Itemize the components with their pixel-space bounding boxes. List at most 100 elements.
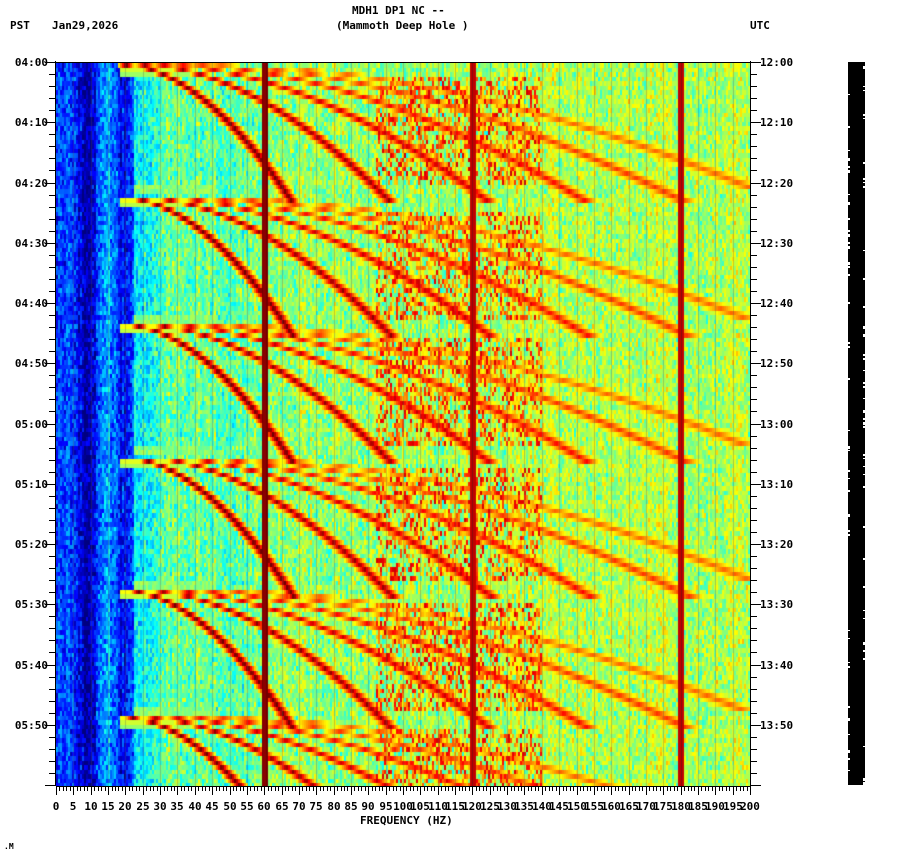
frequency-tick [604,786,605,791]
sidebar-notch [848,378,850,380]
frequency-tick [538,786,539,791]
frequency-tick [271,786,272,791]
frequency-tick [299,786,300,795]
right-tick [751,146,757,147]
frequency-tick [236,786,237,791]
right-tick [751,460,757,461]
right-tick [751,448,757,449]
right-tick [751,484,761,485]
frequency-tick [705,786,706,791]
frequency-tick [750,786,751,795]
sidebar-notch [863,746,865,747]
frequency-label: 30 [153,800,167,813]
frequency-tick [146,786,147,791]
left-timezone-label: PST [10,19,30,32]
left-tick [49,689,55,690]
frequency-tick [726,786,727,791]
right-tick [751,74,757,75]
frequency-tick [230,786,231,795]
sidebar-notch [848,150,850,151]
right-tick [751,327,757,328]
frequency-tick [701,786,702,791]
right-tick [751,785,761,786]
right-tick [751,207,757,208]
left-tick [49,134,55,135]
frequency-tick [233,786,234,791]
frequency-tick [563,786,564,791]
frequency-tick [479,786,480,791]
frequency-label: 55 [240,800,254,813]
right-tick [751,255,757,256]
frequency-tick [250,786,251,791]
frequency-tick [733,786,734,795]
frequency-label: 20 [118,800,132,813]
frequency-tick [341,786,342,791]
frequency-tick [594,786,595,795]
sidebar-notch [863,782,865,785]
frequency-tick [84,786,85,791]
frequency-tick [625,786,626,791]
frequency-tick [486,786,487,791]
frequency-tick [521,786,522,791]
frequency-tick [660,786,661,791]
frequency-tick [476,786,477,791]
frequency-tick [167,786,168,791]
right-tick [751,411,757,412]
spectrogram-plot[interactable] [56,62,750,787]
sidebar-notch [848,514,850,517]
right-timezone-label: UTC [750,19,770,32]
frequency-tick [580,786,581,791]
frequency-tick [618,786,619,791]
sidebar-notch [863,182,865,183]
sidebar-notch [848,346,850,348]
frequency-label: 170 [636,800,656,813]
right-tick [751,399,757,400]
frequency-tick [247,786,248,795]
left-time-label: 05:50 [14,719,48,732]
left-tick [49,520,55,521]
frequency-tick [688,786,689,791]
frequency-tick [268,786,269,791]
right-time-label: 13:10 [760,478,794,491]
frequency-tick [257,786,258,791]
left-time-label: 05:40 [14,659,48,672]
sidebar-notch [848,342,850,344]
sidebar-notch [848,446,850,449]
left-tick [49,460,55,461]
frequency-tick [531,786,532,791]
left-tick [49,158,55,159]
frequency-tick [261,786,262,791]
left-time-label: 04:20 [14,177,48,190]
left-tick [49,195,55,196]
frequency-label: 200 [740,800,760,813]
frequency-label: 40 [188,800,202,813]
sidebar-notch [863,278,865,280]
right-tick [751,351,757,352]
frequency-tick [295,786,296,791]
frequency-tick [583,786,584,791]
right-tick [751,472,757,473]
right-tick [751,134,757,135]
left-tick [49,291,55,292]
right-tick [751,436,757,437]
right-tick [751,98,757,99]
left-tick [49,375,55,376]
sidebar-notch [863,250,865,251]
right-tick [751,725,761,726]
frequency-label: 75 [309,800,323,813]
date-label: Jan29,2026 [52,19,119,32]
frequency-label: 0 [52,800,60,813]
right-time-label: 13:00 [760,418,794,431]
frequency-tick [327,786,328,791]
left-axis-line [55,61,56,786]
sidebar-notch [848,470,850,472]
left-tick [49,436,55,437]
frequency-tick [632,786,633,791]
left-tick [49,652,55,653]
sidebar-notch [863,454,865,456]
frequency-tick [715,786,716,795]
sidebar-notch [863,486,865,488]
right-tick [751,640,757,641]
frequency-tick [80,786,81,791]
frequency-tick [462,786,463,791]
